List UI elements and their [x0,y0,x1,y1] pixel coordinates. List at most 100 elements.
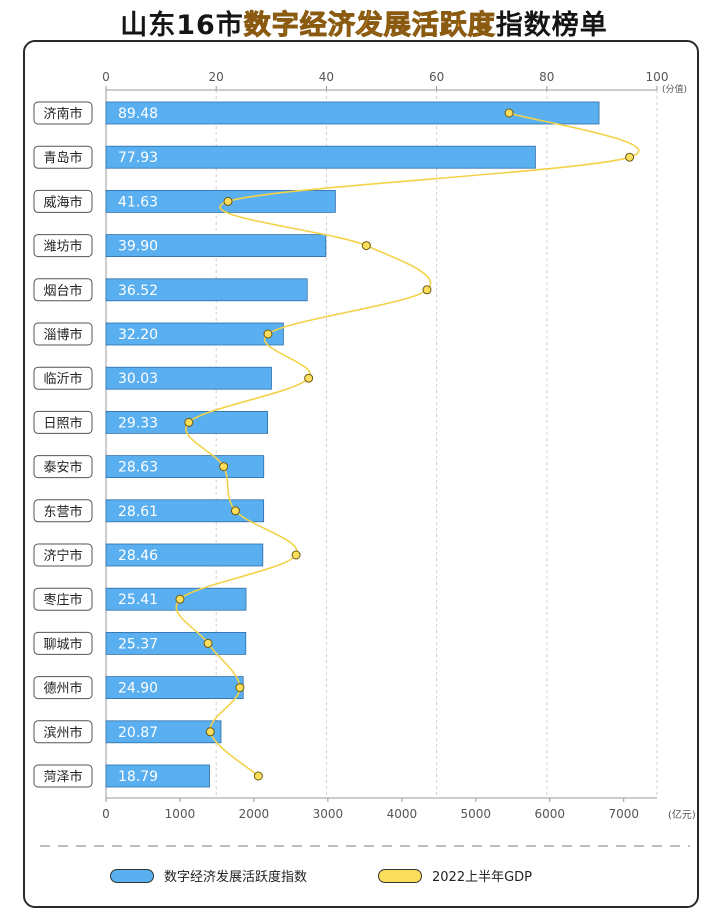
bar [105,764,210,788]
top-tick-label: 60 [429,70,444,84]
bar-value-label: 30.03 [118,371,158,387]
bottom-tick-label: 0 [102,807,110,821]
bar [105,543,264,567]
bar [105,455,265,479]
category-label-box [33,234,93,258]
category-label-box [33,278,93,302]
gdp-point [175,594,185,604]
bar-value-label: 28.61 [118,504,158,520]
gdp-point [203,638,213,648]
category-label: 泰安市 [43,460,82,476]
bar-value-label: 28.46 [118,548,158,564]
top-tick-label: 80 [539,70,554,84]
gdp-point [263,329,273,339]
category-label: 菏泽市 [43,769,82,785]
category-label-box [33,676,93,700]
bar [105,101,600,125]
title-part-1: 山东16市 [120,10,244,41]
gdp-point [422,285,432,295]
legend: 数字经济发展活跃度指数 2022上半年GDP [0,862,728,890]
top-tick-label: 20 [209,70,224,84]
category-label-box [33,455,93,479]
gdp-line [175,112,640,777]
gdp-point [184,417,194,427]
category-label: 威海市 [43,194,82,210]
category-label-box [33,543,93,567]
gdp-point [304,373,314,383]
category-label-box [33,189,93,213]
category-label-box [33,145,93,169]
title-part-3: 指数榜单 [495,10,608,41]
bar [105,322,284,346]
category-label-box [33,366,93,390]
category-label: 东营市 [43,504,82,520]
gdp-point [235,683,245,693]
category-label: 济南市 [43,106,82,122]
category-label-box [33,587,93,611]
category-label: 枣庄市 [43,592,82,608]
top-tick-label: 100 [646,70,669,84]
category-label-box [33,720,93,744]
bottom-tick-label: 6000 [534,807,565,821]
bar [105,145,536,169]
bar [105,278,308,302]
top-tick-label: 0 [102,70,110,84]
legend-label-bar: 数字经济发展活跃度指数 [164,870,308,885]
bar-value-label: 28.63 [118,460,158,476]
bar-value-label: 89.48 [118,106,158,122]
category-label-box [33,764,93,788]
gdp-point [361,241,371,251]
bottom-tick-label: 2000 [239,807,270,821]
category-label-box [33,631,93,655]
bottom-tick-label: 7000 [608,807,639,821]
legend-swatch-line [378,868,422,883]
category-label: 德州市 [43,681,82,697]
gdp-point [504,108,514,118]
gdp-point [223,196,233,206]
gdp-point [253,771,263,781]
bar [105,189,336,213]
category-label-box [33,101,93,125]
gdp-point [230,506,240,516]
bar-value-label: 24.90 [118,681,158,697]
bar [105,632,247,655]
bar [105,499,265,523]
category-label: 日照市 [43,415,82,431]
category-label: 聊城市 [43,636,82,652]
category-label: 临沂市 [43,371,82,387]
bottom-tick-label: 4000 [387,807,418,821]
category-label-box [33,322,93,346]
category-label: 潍坊市 [43,239,82,255]
bar-value-label: 77.93 [118,150,158,166]
category-label: 济宁市 [43,548,82,564]
bottom-tick-label: 1000 [165,807,196,821]
bar [105,720,222,744]
legend-item-line: 2022上半年GDP [378,866,532,885]
bottom-tick-label: 3000 [313,807,344,821]
gdp-point [291,550,301,560]
category-label: 淄博市 [43,327,82,343]
category-label: 青岛市 [43,150,82,166]
bottom-axis-unit: (亿元) [668,808,696,821]
legend-item-bar: 数字经济发展活跃度指数 [110,866,307,885]
title: 山东16市数字经济发展活跃度指数榜单 [0,0,728,42]
bar-value-label: 39.90 [118,239,158,255]
bar [105,366,272,390]
bar-value-label: 20.87 [118,725,158,741]
bar-value-label: 32.20 [118,327,158,343]
title-highlight: 数字经济发展活跃度 [243,10,496,42]
bar-value-label: 36.52 [118,283,158,299]
bar-value-label: 25.41 [118,592,158,608]
category-label-box [33,499,93,523]
bar-value-label: 18.79 [118,769,158,785]
bar [105,234,327,258]
bar-value-label: 25.37 [118,636,158,652]
legend-label-line: 2022上半年GDP [432,870,533,885]
bar-value-label: 41.63 [118,194,158,210]
top-tick-label: 40 [319,70,334,84]
bar-value-label: 29.33 [118,415,158,431]
category-label: 烟台市 [43,283,82,299]
legend-swatch-bar [110,868,154,883]
category-label: 滨州市 [43,725,82,741]
